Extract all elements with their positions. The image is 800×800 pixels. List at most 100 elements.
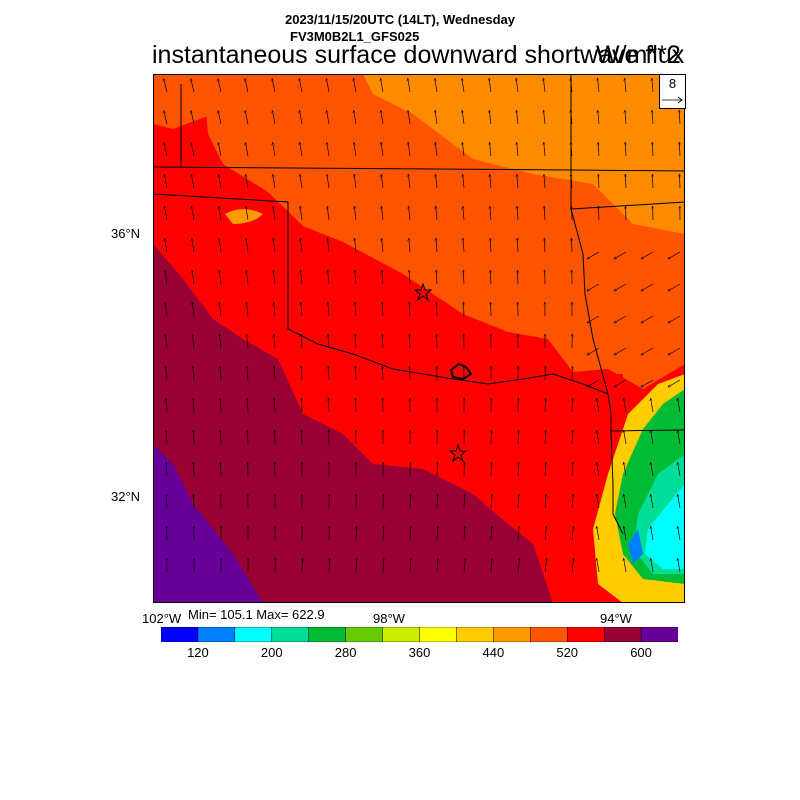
wind-arrow: [545, 494, 546, 509]
wind-arrow: [587, 315, 600, 324]
star-dallas: [448, 443, 468, 463]
field-west-yellowish: [225, 209, 263, 224]
wind-arrow: [301, 366, 302, 381]
wind-arrow: [624, 494, 627, 509]
wind-arrow: [219, 238, 222, 253]
wind-arrow: [410, 494, 411, 509]
wind-arrow: [164, 142, 168, 157]
wind-arrow: [463, 174, 465, 189]
wind-arrow: [490, 238, 491, 253]
wind-arrow: [464, 462, 465, 477]
wind-arrow: [220, 430, 221, 445]
wind-arrow: [491, 430, 492, 445]
wind-arrow: [544, 174, 545, 189]
wind-arrow: [327, 174, 330, 189]
wind-arrow: [490, 206, 491, 221]
wind-arrow: [354, 110, 357, 125]
wind-arrow: [166, 366, 168, 381]
star-oklahoma-city: [413, 282, 433, 302]
wind-arrow: [570, 78, 573, 93]
wind-arrow: [191, 142, 195, 157]
wind-arrow: [246, 238, 249, 253]
wind-arrow: [328, 366, 329, 381]
wind-arrow: [598, 142, 599, 157]
wind-arrow: [544, 206, 545, 221]
wind-arrow: [625, 110, 626, 125]
field-southeast-red: [593, 374, 623, 434]
wind-arrow: [545, 398, 546, 413]
wind-vectors: [164, 78, 681, 573]
wind-arrow: [678, 494, 681, 509]
wind-arrow: [409, 270, 410, 285]
wind-arrow: [301, 334, 302, 349]
wind-arrow: [625, 78, 627, 93]
wind-arrow: [381, 174, 384, 189]
wind-arrow: [680, 174, 681, 189]
wind-arrow: [598, 110, 599, 125]
city-markers: [413, 282, 473, 463]
wind-arrow: [409, 238, 410, 253]
wind-arrow: [273, 206, 276, 221]
wind-arrow: [516, 110, 519, 125]
wind-arrow: [355, 270, 356, 285]
wind-arrow: [668, 347, 681, 356]
wind-arrow: [327, 206, 330, 221]
wind-arrow: [651, 430, 654, 445]
wind-arrow: [652, 142, 653, 157]
wind-arrow: [572, 398, 573, 413]
wind-arrow: [247, 430, 248, 445]
wind-arrow: [668, 315, 681, 324]
wind-arrow: [191, 110, 195, 125]
wind-arrow: [436, 270, 437, 285]
wind-arrow: [165, 334, 168, 349]
wind-arrow: [354, 174, 357, 189]
wind-arrow: [464, 494, 465, 509]
wind-arrow: [678, 558, 681, 573]
wind-arrow: [355, 334, 356, 349]
wind-arrow: [246, 206, 249, 221]
wind-arrow: [597, 462, 600, 477]
wind-arrow: [463, 270, 464, 285]
wind-arrow: [354, 206, 357, 221]
wind-arrow: [544, 110, 546, 125]
wind-arrow: [679, 142, 680, 157]
wind-arrow: [614, 379, 627, 388]
model-title: FV3M0B2L1_GFS025: [290, 29, 420, 44]
wind-arrow: [273, 142, 276, 157]
wind-arrow: [383, 558, 384, 573]
wind-arrow: [571, 558, 574, 573]
wind-arrow: [220, 462, 221, 477]
wind-arrow: [463, 206, 464, 221]
wind-arrow: [641, 347, 654, 356]
lon-label-94w: 94°W: [600, 611, 632, 626]
wind-arrow: [641, 283, 654, 292]
wind-arrow: [625, 142, 626, 157]
wind-arrow: [245, 142, 249, 157]
wind-arrow: [489, 78, 492, 93]
wind-arrow: [245, 78, 249, 93]
wind-arrow: [164, 78, 168, 93]
wind-arrow: [219, 302, 222, 317]
wind-arrow: [410, 526, 411, 541]
wind-arrow: [545, 430, 546, 445]
wind-arrow: [327, 142, 330, 157]
map-panel: [153, 74, 685, 603]
wind-arrow: [193, 366, 195, 381]
wind-arrow: [326, 78, 330, 93]
wind-arrow: [571, 526, 574, 541]
wind-arrow: [678, 430, 681, 445]
field-southeast-blue: [628, 529, 643, 564]
wind-arrow: [409, 334, 410, 349]
wind-arrow: [435, 78, 438, 93]
wind-arrow: [491, 558, 492, 573]
wind-arrow: [490, 270, 491, 285]
wind-arrow: [518, 526, 519, 541]
wind-arrow: [437, 558, 438, 573]
wind-arrow: [274, 398, 275, 413]
reference-vector-value: 8: [668, 76, 677, 91]
reference-arrow-icon: [662, 96, 683, 104]
wind-arrow: [518, 494, 519, 509]
wind-arrow: [302, 558, 303, 573]
wind-arrow: [437, 526, 438, 541]
wind-arrow: [437, 494, 438, 509]
